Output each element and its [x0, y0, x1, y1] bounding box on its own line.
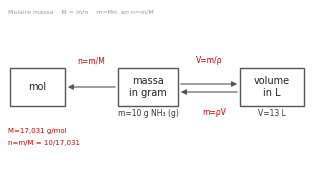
Text: mol: mol — [28, 82, 47, 92]
Text: Molaire massa    M = m/n    m=Mn  en n=m/M: Molaire massa M = m/n m=Mn en n=m/M — [8, 10, 154, 15]
Bar — [118, 68, 178, 106]
Text: V=m/ρ: V=m/ρ — [196, 56, 222, 65]
Bar — [240, 68, 304, 106]
Text: m=10 g NH₃ (g): m=10 g NH₃ (g) — [117, 109, 179, 118]
Text: M=17,031 g/mol: M=17,031 g/mol — [8, 128, 67, 134]
Text: n=m/M: n=m/M — [77, 56, 105, 65]
Text: m=ρV: m=ρV — [202, 108, 226, 117]
Text: n=m/M = 10/17,031: n=m/M = 10/17,031 — [8, 140, 80, 146]
Bar — [10, 68, 65, 106]
Text: V=13 L: V=13 L — [258, 109, 286, 118]
Text: massa
in gram: massa in gram — [129, 76, 167, 98]
Text: volume
in L: volume in L — [254, 76, 290, 98]
